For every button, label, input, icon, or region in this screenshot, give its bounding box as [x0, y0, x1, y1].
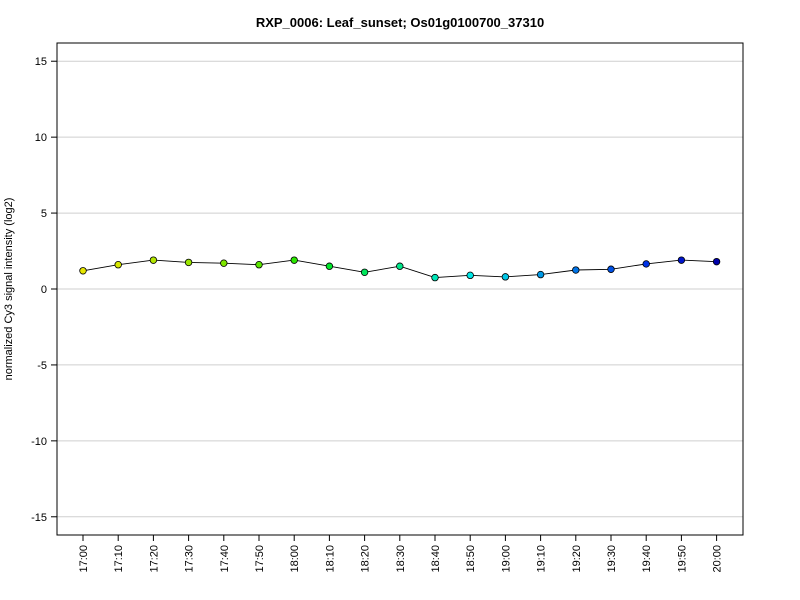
data-point: [79, 267, 87, 275]
x-tick-label: 19:00: [500, 545, 512, 573]
x-tick-label: 17:00: [78, 545, 90, 573]
y-tick-label: -5: [37, 360, 47, 372]
data-point: [677, 256, 686, 264]
data-point: [607, 265, 615, 273]
x-tick-label: 17:10: [113, 545, 125, 573]
x-tick-label: 18:30: [395, 545, 407, 573]
data-point: [642, 260, 650, 268]
data-points: [79, 256, 721, 282]
chart-title: RXP_0006: Leaf_sunset; Os01g0100700_3731…: [256, 15, 544, 30]
data-point: [255, 261, 263, 269]
data-point: [360, 268, 369, 276]
data-point: [431, 273, 439, 282]
x-tick-label: 19:30: [606, 545, 618, 573]
y-tick-label: 15: [35, 56, 47, 68]
x-tick-label: 17:40: [219, 545, 231, 573]
x-tick-label: 18:10: [324, 545, 336, 573]
x-tick-label: 18:20: [360, 545, 372, 573]
data-point: [290, 256, 298, 264]
x-axis: 17:00 17:10 17:20 17:30 17:40 17:50 18:00 18:10…: [78, 534, 724, 573]
data-point: [572, 266, 580, 274]
data-point: [149, 256, 158, 264]
x-tick-label: 17:50: [254, 545, 266, 573]
data-point: [184, 258, 193, 267]
y-axis-label: normalized Cy3 signal intensity (log2): [3, 198, 15, 381]
y-tick-label: -15: [31, 512, 47, 524]
y-tick-label: -10: [31, 436, 47, 448]
x-tick-label: 19:50: [676, 545, 688, 573]
data-point: [114, 261, 122, 269]
data-point: [396, 262, 404, 270]
x-tick-label: 20:00: [712, 545, 724, 573]
x-tick-label: 17:30: [184, 545, 196, 573]
data-point: [501, 273, 510, 281]
x-tick-label: 18:50: [465, 545, 477, 573]
gridlines: [57, 60, 743, 518]
y-axis: -15 -10 -5 0 5 10 15: [31, 56, 57, 524]
x-tick-label: 18:40: [430, 545, 442, 573]
data-point: [536, 270, 545, 279]
y-tick-label: 0: [41, 284, 47, 296]
x-tick-label: 19:10: [536, 545, 548, 573]
x-tick-label: 18:00: [289, 545, 301, 573]
y-tick-label: 5: [41, 208, 47, 220]
x-tick-label: 17:20: [148, 545, 160, 573]
x-tick-label: 19:20: [571, 545, 583, 573]
data-point: [325, 262, 334, 270]
x-tick-label: 19:40: [641, 545, 653, 573]
data-point: [220, 259, 228, 267]
data-point: [712, 257, 721, 266]
data-point: [466, 271, 474, 280]
y-tick-label: 10: [35, 132, 47, 144]
